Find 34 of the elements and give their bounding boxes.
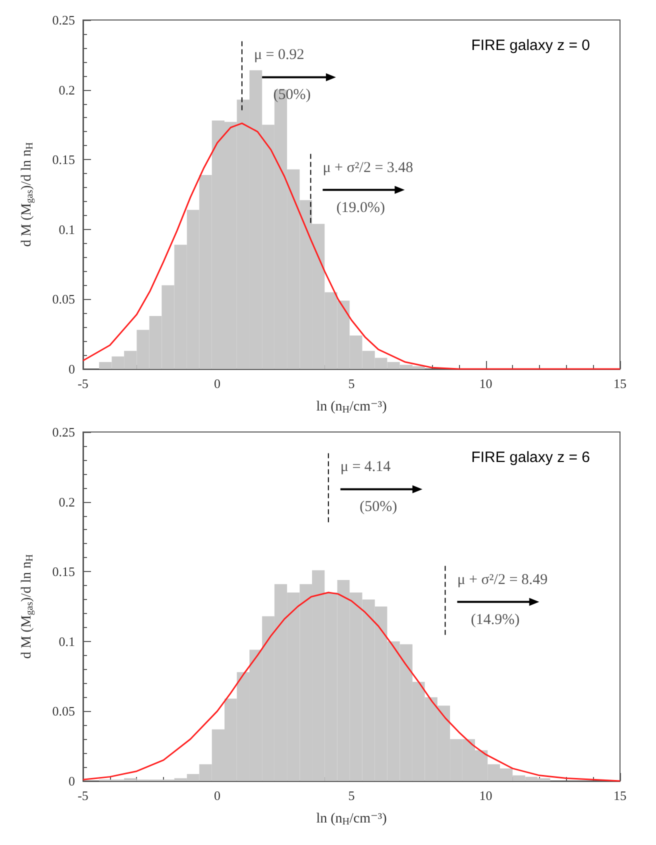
y-tick-label: 0.15 <box>52 152 75 168</box>
y-axis-title: d M (Mgas)/d ln nH <box>20 554 36 659</box>
x-tick-label: 15 <box>614 376 626 391</box>
y-tick-label: 0 <box>68 774 75 788</box>
x-tick-label: 0 <box>214 788 220 803</box>
annotation: (19.0%) <box>336 200 386 216</box>
y-tick-label: 0.05 <box>52 292 75 307</box>
text: FIRE galaxy z = 0 <box>471 37 590 54</box>
text: FIRE galaxy z = 6 <box>471 449 590 466</box>
x-tick-label: 5 <box>348 376 355 391</box>
y-tick-label: 0.25 <box>52 12 75 28</box>
annotation: (50%) <box>360 499 398 516</box>
y-tick-label: 0.1 <box>58 634 75 649</box>
y-tick-label: 0.2 <box>58 82 75 98</box>
x-tick-label: 10 <box>479 376 492 391</box>
y-tick-label: 0.2 <box>58 494 75 510</box>
x-tick-label: -5 <box>78 376 88 391</box>
ref-line-label: μ + σ²/2 = 8.49 <box>457 572 548 588</box>
x-tick-label: 15 <box>614 788 626 803</box>
annotation: (14.9%) <box>470 612 520 628</box>
ref-line-label: μ + σ²/2 = 3.48 <box>322 160 414 176</box>
ref-line-label: μ = 0.92 <box>254 47 304 64</box>
y-tick-label: 0.15 <box>52 564 75 580</box>
y-tick-label: 0.25 <box>52 424 75 440</box>
annotation: (50%) <box>273 87 311 104</box>
y-tick-label: 0.1 <box>58 222 75 237</box>
y-tick-label: 0 <box>68 362 75 376</box>
y-axis-title: d M (Mgas)/d ln nH <box>20 142 36 247</box>
y-tick-label: 0.05 <box>52 704 75 719</box>
x-tick-label: 10 <box>479 788 492 803</box>
x-tick-label: 0 <box>214 376 220 391</box>
ref-line-label: μ = 4.14 <box>340 459 392 476</box>
x-tick-label: 5 <box>348 788 355 803</box>
x-tick-label: -5 <box>78 788 88 803</box>
